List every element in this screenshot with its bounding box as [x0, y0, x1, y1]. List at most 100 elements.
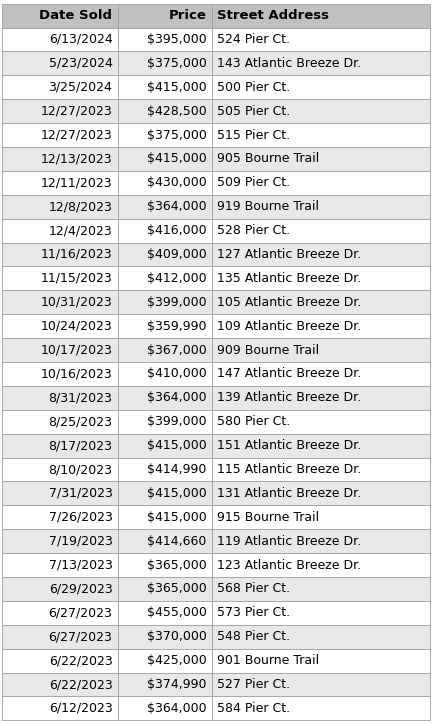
Text: 11/16/2023: 11/16/2023 — [41, 248, 112, 261]
Text: $364,000: $364,000 — [147, 201, 206, 213]
Text: $415,000: $415,000 — [147, 511, 206, 523]
Text: 548 Pier Ct.: 548 Pier Ct. — [217, 631, 290, 643]
Bar — [212, 481, 430, 505]
Text: $415,000: $415,000 — [147, 487, 206, 500]
Bar — [212, 410, 430, 434]
Text: 8/25/2023: 8/25/2023 — [48, 416, 112, 428]
Bar — [212, 219, 430, 243]
Text: 909 Bourne Trail: 909 Bourne Trail — [217, 344, 319, 356]
Bar — [118, 266, 212, 290]
Text: $428,500: $428,500 — [147, 105, 206, 117]
Bar — [212, 625, 430, 649]
Text: 568 Pier Ct.: 568 Pier Ct. — [217, 583, 290, 595]
Bar — [212, 4, 430, 28]
Bar — [118, 434, 212, 458]
Text: 6/27/2023: 6/27/2023 — [48, 631, 112, 643]
Bar — [2, 243, 118, 266]
Bar — [212, 51, 430, 75]
Text: 7/31/2023: 7/31/2023 — [48, 487, 112, 500]
Bar — [2, 290, 118, 314]
Bar — [118, 4, 212, 28]
Bar — [2, 673, 118, 696]
Bar — [2, 505, 118, 529]
Bar — [212, 696, 430, 720]
Bar — [212, 314, 430, 338]
Bar — [2, 458, 118, 481]
Text: 105 Atlantic Breeze Dr.: 105 Atlantic Breeze Dr. — [217, 296, 361, 308]
Text: $416,000: $416,000 — [147, 224, 206, 237]
Bar — [2, 434, 118, 458]
Bar — [118, 195, 212, 219]
Bar — [118, 338, 212, 362]
Bar — [212, 553, 430, 577]
Bar — [2, 51, 118, 75]
Bar — [118, 243, 212, 266]
Text: 6/22/2023: 6/22/2023 — [49, 678, 112, 691]
Bar — [212, 362, 430, 386]
Text: 584 Pier Ct.: 584 Pier Ct. — [217, 702, 290, 715]
Text: 8/10/2023: 8/10/2023 — [48, 463, 112, 476]
Bar — [2, 147, 118, 171]
Text: 10/16/2023: 10/16/2023 — [41, 368, 112, 380]
Text: 3/25/2024: 3/25/2024 — [48, 81, 112, 93]
Bar — [118, 147, 212, 171]
Text: 147 Atlantic Breeze Dr.: 147 Atlantic Breeze Dr. — [217, 368, 361, 380]
Bar — [212, 505, 430, 529]
Text: 10/17/2023: 10/17/2023 — [41, 344, 112, 356]
Text: $415,000: $415,000 — [147, 439, 206, 452]
Bar — [212, 123, 430, 147]
Bar — [212, 99, 430, 123]
Bar — [2, 123, 118, 147]
Bar — [2, 28, 118, 51]
Text: 127 Atlantic Breeze Dr.: 127 Atlantic Breeze Dr. — [217, 248, 361, 261]
Text: 500 Pier Ct.: 500 Pier Ct. — [217, 81, 290, 93]
Bar — [118, 577, 212, 601]
Text: 7/19/2023: 7/19/2023 — [48, 535, 112, 547]
Bar — [2, 481, 118, 505]
Text: $414,660: $414,660 — [147, 535, 206, 547]
Text: 509 Pier Ct.: 509 Pier Ct. — [217, 177, 290, 189]
Text: 135 Atlantic Breeze Dr.: 135 Atlantic Breeze Dr. — [217, 272, 361, 285]
Bar — [2, 386, 118, 410]
Text: 143 Atlantic Breeze Dr.: 143 Atlantic Breeze Dr. — [217, 57, 361, 70]
Text: 10/31/2023: 10/31/2023 — [41, 296, 112, 308]
Text: 131 Atlantic Breeze Dr.: 131 Atlantic Breeze Dr. — [217, 487, 361, 500]
Bar — [212, 243, 430, 266]
Bar — [2, 577, 118, 601]
Text: 528 Pier Ct.: 528 Pier Ct. — [217, 224, 290, 237]
Bar — [212, 434, 430, 458]
Bar — [212, 529, 430, 553]
Bar — [2, 99, 118, 123]
Text: $415,000: $415,000 — [147, 153, 206, 165]
Text: 8/31/2023: 8/31/2023 — [48, 392, 112, 404]
Bar — [2, 553, 118, 577]
Bar — [118, 75, 212, 99]
Bar — [212, 290, 430, 314]
Bar — [118, 99, 212, 123]
Text: $395,000: $395,000 — [147, 33, 206, 46]
Bar — [212, 386, 430, 410]
Bar — [118, 290, 212, 314]
Bar — [212, 673, 430, 696]
Bar — [2, 75, 118, 99]
Text: $370,000: $370,000 — [147, 631, 206, 643]
Text: 6/22/2023: 6/22/2023 — [49, 654, 112, 667]
Bar — [118, 386, 212, 410]
Bar — [2, 195, 118, 219]
Text: $399,000: $399,000 — [147, 296, 206, 308]
Text: 151 Atlantic Breeze Dr.: 151 Atlantic Breeze Dr. — [217, 439, 361, 452]
Bar — [2, 601, 118, 625]
Text: $455,000: $455,000 — [147, 607, 206, 619]
Text: 505 Pier Ct.: 505 Pier Ct. — [217, 105, 290, 117]
Bar — [118, 601, 212, 625]
Text: 573 Pier Ct.: 573 Pier Ct. — [217, 607, 290, 619]
Bar — [118, 123, 212, 147]
Text: 12/27/2023: 12/27/2023 — [41, 105, 112, 117]
Bar — [212, 577, 430, 601]
Text: $365,000: $365,000 — [147, 559, 206, 571]
Text: 915 Bourne Trail: 915 Bourne Trail — [217, 511, 319, 523]
Text: 6/27/2023: 6/27/2023 — [48, 607, 112, 619]
Bar — [118, 314, 212, 338]
Bar — [118, 458, 212, 481]
Text: 527 Pier Ct.: 527 Pier Ct. — [217, 678, 290, 691]
